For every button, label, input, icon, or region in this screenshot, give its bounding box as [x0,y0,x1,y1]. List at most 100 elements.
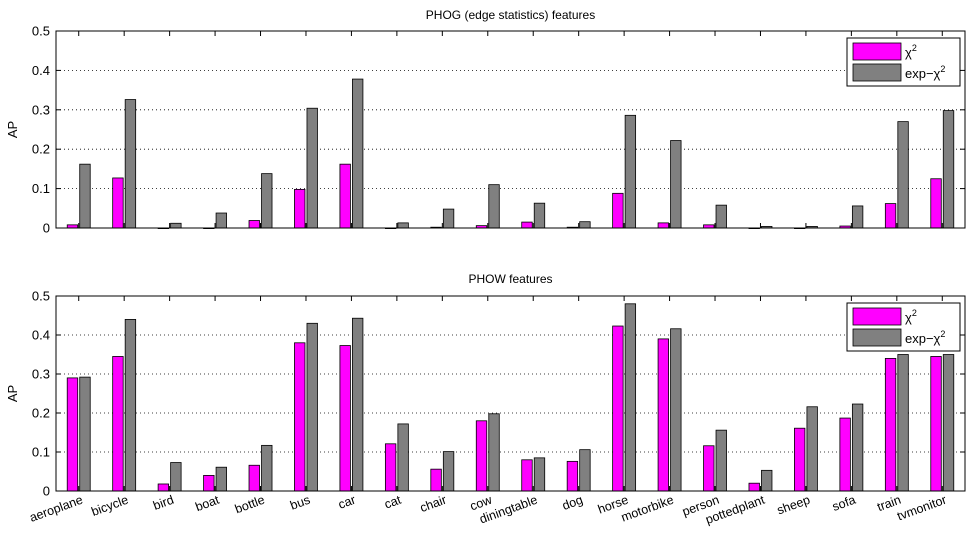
bar-exp-chi2-tvmonitor [942,354,955,492]
y-tick-label: 0.3 [32,367,50,382]
y-tick-label: 0.1 [32,445,50,460]
axes-frame [55,295,966,492]
bar-exp-chi2-diningtable [533,202,546,229]
bar-exp-chi2-car [352,78,364,229]
bar-chi2-cat [384,443,397,492]
y-tick-label: 0.5 [32,24,50,39]
bar-exp-chi2-dog [579,449,591,492]
plot-area [56,31,965,228]
legend-swatch-exp-chi2 [852,63,902,82]
bar-exp-chi2-tvmonitor [942,110,955,229]
bar-exp-chi2-train [897,121,909,229]
bar-chi2-diningtable [521,221,533,229]
bar-chi2-train [884,203,897,229]
bar-exp-chi2-train [897,354,909,492]
chart-title: PHOG (edge statistics) features [426,8,595,22]
bar-exp-chi2-bottle [261,173,273,229]
bar-chi2-bus [294,188,306,229]
bar-exp-chi2-car [352,317,364,492]
bar-exp-chi2-dog [579,221,591,229]
bar-chi2-bus [294,342,306,492]
legend-label: exp−χ2 [905,329,945,346]
bar-exp-chi2-diningtable [533,457,546,492]
bar-exp-chi2-person [715,204,727,229]
bar-exp-chi2-bird [170,222,182,229]
legend: χ2 exp−χ2 [846,302,961,352]
y-tick-label: 0.2 [32,406,50,421]
bar-exp-chi2-horse [624,114,637,229]
bar-chi2-sofa [839,417,851,492]
bar-chi2-aeroplane [66,377,79,492]
y-tick-label: 0.4 [32,63,50,78]
bar-exp-chi2-person [715,429,727,492]
bar-chi2-chair [430,468,442,492]
x-tick-label: motorbike [619,493,675,525]
y-tick-label: 0.5 [32,289,50,304]
bar-exp-chi2-cat [397,222,409,229]
x-tick-label: car [336,493,357,512]
legend-label: χ2 [905,308,917,325]
bar-exp-chi2-bus [306,322,318,492]
y-axis-label: AP [5,385,20,402]
bar-chi2-person [703,445,715,492]
x-tick-label: bicycle [89,493,130,519]
bar-chi2-sheep [794,427,806,492]
bar-exp-chi2-horse [624,303,637,492]
bar-chi2-bicycle [112,356,124,492]
bar-exp-chi2-bicycle [124,318,137,492]
legend-label: exp−χ2 [905,64,945,81]
x-tick-label: chair [418,493,448,515]
bar-exp-chi2-chair [442,451,455,492]
bar-exp-chi2-sofa [851,205,864,229]
bar-chi2-bird [157,483,170,492]
bar-exp-chi2-bottle [261,444,273,492]
bar-chi2-bicycle [112,177,124,229]
bar-exp-chi2-sofa [851,403,864,492]
bar-chi2-dog [566,460,579,492]
bar-exp-chi2-boat [215,466,227,492]
axes-frame [55,30,966,229]
y-tick-label: 0.3 [32,102,50,117]
x-tick-label: bus [288,493,312,513]
bar-exp-chi2-bicycle [124,99,137,229]
bar-chi2-bottle [248,220,260,229]
chart-title: PHOW features [468,272,552,286]
bar-chi2-tvmonitor [930,356,942,492]
bar-exp-chi2-motorbike [670,328,682,492]
legend: χ2 exp−χ2 [846,37,961,87]
plot-area [56,296,965,491]
bar-exp-chi2-motorbike [670,140,682,229]
x-tick-label: tvmonitor [895,493,948,524]
bar-exp-chi2-aeroplane [79,163,91,229]
bar-exp-chi2-bird [170,462,182,492]
y-tick-label: 0.2 [32,142,50,157]
bar-exp-chi2-aeroplane [79,376,91,492]
x-tick-label: sheep [775,493,812,518]
y-tick-label: 0 [43,221,50,236]
y-axis-label: AP [5,121,20,138]
legend-swatch-exp-chi2 [852,328,902,347]
bar-chi2-boat [203,474,215,492]
x-tick-label: bottle [233,493,267,517]
chart-panel-1: PHOG (edge statistics) features 0 0.1 0.2 0.… [5,8,966,236]
bar-exp-chi2-boat [215,212,227,229]
x-tick-label: cat [382,492,403,511]
y-tick-label: 0 [43,484,50,499]
y-tick-label: 0.4 [32,328,50,343]
x-tick-label: bird [151,493,175,513]
bar-chi2-pottedplant [748,482,760,492]
bar-chi2-train [884,357,897,492]
bar-exp-chi2-sheep [806,406,818,492]
x-tick-label: sofa [830,493,857,514]
bar-exp-chi2-bus [306,107,318,229]
chart-panel-2: PHOW features 0 0.1 0.2 0.3 0.4 0.5 AP aeroplane… [5,272,966,527]
bar-exp-chi2-chair [442,208,455,229]
bar-chi2-horse [612,325,624,492]
bar-chi2-motorbike [657,338,669,492]
x-tick-label: boat [193,492,221,514]
bar-chi2-car [339,345,351,492]
bar-exp-chi2-cow [488,184,500,229]
y-tick-label: 0.1 [32,181,50,196]
bar-chi2-tvmonitor [930,178,942,229]
